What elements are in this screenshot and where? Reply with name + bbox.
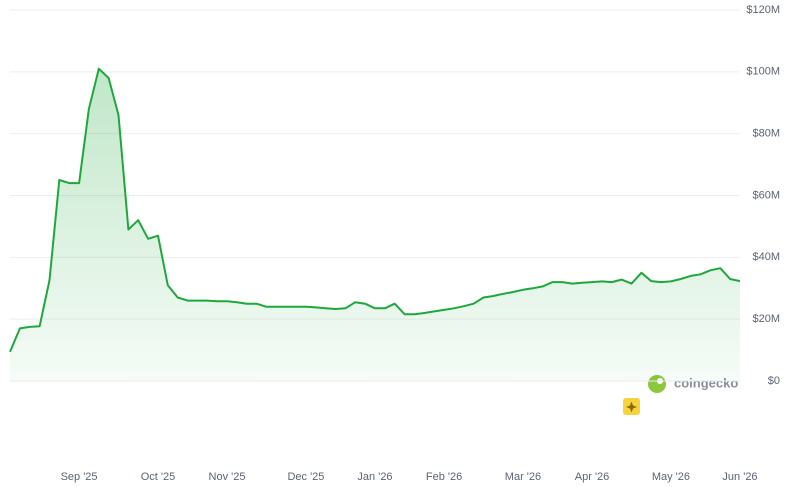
y-tick-label: $20M [752, 313, 780, 325]
x-tick-label: Oct '25 [141, 471, 176, 483]
y-tick-label: $120M [746, 4, 780, 16]
y-tick-label: $0 [768, 375, 780, 387]
y-tick-label: $40M [752, 251, 780, 263]
x-tick-label: Feb '26 [426, 471, 462, 483]
y-tick-label: $100M [746, 66, 780, 78]
x-tick-label: Apr '26 [575, 471, 610, 483]
y-tick-label: $60M [752, 189, 780, 201]
x-tick-label: Dec '25 [287, 471, 324, 483]
x-tick-label: Mar '26 [505, 471, 541, 483]
x-tick-label: May '26 [652, 471, 690, 483]
ai-button[interactable] [623, 398, 640, 415]
area [10, 68, 740, 381]
x-tick-label: Sep '25 [61, 471, 98, 483]
x-tick-label: Nov '25 [209, 471, 246, 483]
line [9, 67, 741, 353]
x-tick-label: Jun '26 [722, 471, 757, 483]
y-tick-label: $80M [752, 128, 780, 140]
x-tick-label: Jan '26 [357, 471, 392, 483]
